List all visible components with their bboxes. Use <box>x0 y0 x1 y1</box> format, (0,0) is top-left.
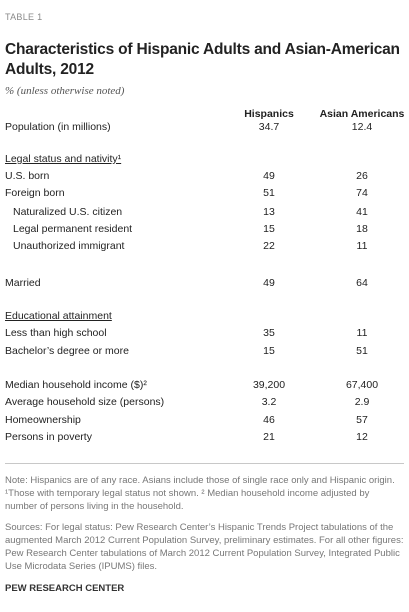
row-label: Foreign born <box>5 187 65 199</box>
asian-americans-value: 57 <box>356 414 368 426</box>
column-header-asian-americans: Asian Americans <box>319 108 405 120</box>
table-subtitle: % (unless otherwise noted) <box>5 85 125 97</box>
hispanics-value: 49 <box>263 277 275 289</box>
asian-americans-value: 18 <box>356 223 368 235</box>
divider <box>5 463 404 464</box>
section-heading: Educational attainment <box>5 310 112 322</box>
row-label: Homeownership <box>5 414 81 426</box>
row-label: Naturalized U.S. citizen <box>13 206 123 218</box>
asian-americans-value: 11 <box>356 327 368 339</box>
hispanics-value: 21 <box>263 431 275 443</box>
row-label: Median household income ($)² <box>5 379 147 391</box>
table-note: Note: Hispanics are of any race. Asians … <box>5 475 395 512</box>
asian-americans-value: 74 <box>356 187 368 199</box>
table-number: TABLE 1 <box>5 12 43 22</box>
row-label: Population (in millions) <box>5 121 111 133</box>
hispanics-value: 35 <box>263 327 275 339</box>
asian-americans-value: 67,400 <box>345 379 379 391</box>
table-row: Persons in poverty 21 12 <box>5 431 404 446</box>
hispanics-value: 34.7 <box>258 121 280 133</box>
table-row: Married 49 64 <box>5 277 404 292</box>
hispanics-value: 46 <box>263 414 275 426</box>
hispanics-value: 15 <box>263 345 275 357</box>
asian-americans-value: 51 <box>356 345 368 357</box>
table-row: Legal permanent resident 15 18 <box>5 223 404 238</box>
hispanics-value: 13 <box>263 206 275 218</box>
hispanics-value: 49 <box>263 170 275 182</box>
table-row: Population (in millions) 34.7 12.4 <box>5 121 404 136</box>
table-row: U.S. born 49 26 <box>5 170 404 185</box>
row-label: Average household size (persons) <box>5 396 165 408</box>
column-header-hispanics: Hispanics <box>244 108 294 120</box>
table-sources: Sources: For legal status: Pew Research … <box>5 522 404 572</box>
row-label: Persons in poverty <box>5 431 92 443</box>
asian-americans-value: 64 <box>356 277 368 289</box>
asian-americans-value: 12 <box>356 431 368 443</box>
hispanics-value: 15 <box>263 223 275 235</box>
row-label: Married <box>5 277 41 289</box>
asian-americans-value: 41 <box>356 206 368 218</box>
row-label: Bachelor’s degree or more <box>5 345 129 357</box>
asian-americans-value: 2.9 <box>354 396 370 408</box>
table-row: Average household size (persons) 3.2 2.9 <box>5 396 404 411</box>
row-label: Unauthorized immigrant <box>13 240 125 252</box>
table-row: Bachelor’s degree or more 15 51 <box>5 345 404 360</box>
section-heading: Legal status and nativity¹ <box>5 153 122 165</box>
section-header-row: Educational attainment <box>5 310 404 325</box>
row-label: Less than high school <box>5 327 107 339</box>
section-header-row: Legal status and nativity¹ <box>5 153 404 168</box>
source-brand: PEW RESEARCH CENTER <box>5 583 125 594</box>
asian-americans-value: 12.4 <box>351 121 373 133</box>
row-label: U.S. born <box>5 170 50 182</box>
page-title: Characteristics of Hispanic Adults and A… <box>5 41 400 78</box>
hispanics-value: 39,200 <box>252 379 286 391</box>
table-row: Median household income ($)² 39,200 67,4… <box>5 379 404 394</box>
hispanics-value: 3.2 <box>261 396 277 408</box>
asian-americans-value: 11 <box>356 240 368 252</box>
hispanics-value: 51 <box>263 187 275 199</box>
hispanics-value: 22 <box>263 240 275 252</box>
table-row: Homeownership 46 57 <box>5 414 404 429</box>
asian-americans-value: 26 <box>356 170 368 182</box>
table-row: Naturalized U.S. citizen 13 41 <box>5 206 404 221</box>
row-label: Legal permanent resident <box>13 223 133 235</box>
table-row: Foreign born 51 74 <box>5 187 404 202</box>
table-row: Unauthorized immigrant 22 11 <box>5 240 404 255</box>
table-row: Less than high school 35 11 <box>5 327 404 342</box>
